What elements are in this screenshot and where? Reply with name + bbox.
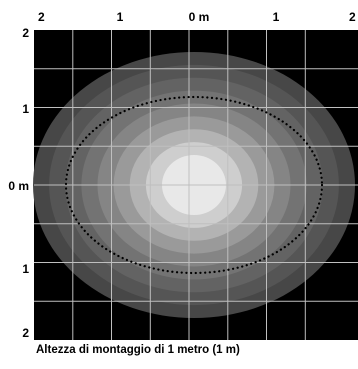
x-tick-label: 1 bbox=[117, 10, 124, 24]
x-tick-label: 1 bbox=[273, 10, 280, 24]
y-tick-label: 0 m bbox=[8, 179, 29, 193]
x-tick-label: 2 bbox=[38, 10, 45, 24]
grid-lines bbox=[34, 30, 358, 340]
diagram-caption: Altezza di montaggio di 1 metro (1 m) bbox=[36, 344, 240, 356]
x-tick-label: 0 m bbox=[189, 10, 210, 24]
y-tick-label: 1 bbox=[22, 262, 29, 276]
x-tick-label: 2 bbox=[349, 10, 356, 24]
y-tick-label: 2 bbox=[22, 326, 29, 340]
detection-boundary bbox=[64, 95, 324, 275]
y-tick-label: 1 bbox=[22, 102, 29, 116]
y-tick-label: 2 bbox=[22, 26, 29, 40]
